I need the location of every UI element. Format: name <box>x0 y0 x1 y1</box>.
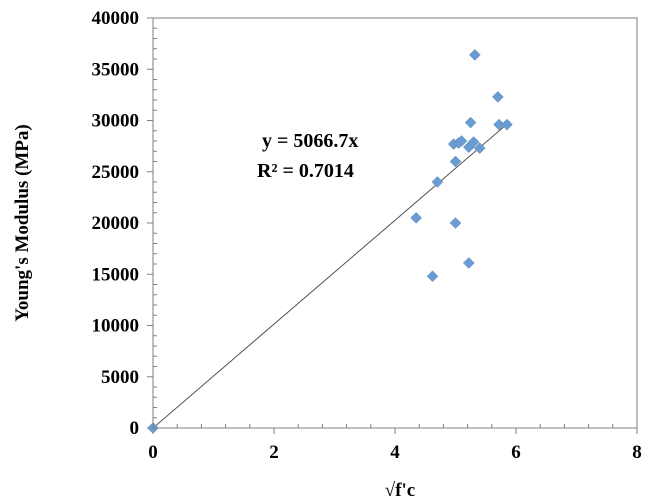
y-tick-label: 25000 <box>92 162 140 183</box>
x-tick-label: 8 <box>632 442 642 463</box>
data-point <box>501 118 513 131</box>
plot-border <box>152 17 638 429</box>
data-point <box>473 142 486 155</box>
data-point <box>469 49 481 61</box>
data-point <box>462 257 475 269</box>
data-point <box>410 212 423 224</box>
data-point <box>493 118 505 131</box>
data-point <box>431 176 444 188</box>
x-tick-label: 6 <box>511 442 521 463</box>
y-tick-label: 40000 <box>92 8 140 29</box>
y-tick-label: 35000 <box>92 59 140 80</box>
trendline <box>152 121 511 429</box>
x-tick-label: 4 <box>390 442 400 463</box>
y-tick-label: 5000 <box>101 367 139 388</box>
x-tick-label: 2 <box>269 442 279 463</box>
x-tick-label: 0 <box>148 442 158 463</box>
trendline-r-squared: R² = 0.7014 <box>257 160 354 182</box>
data-point <box>464 116 477 129</box>
data-point <box>467 136 480 148</box>
x-axis-title: √f'c <box>385 480 415 501</box>
data-point <box>455 135 468 147</box>
trendline-equation: y = 5066.7x <box>262 130 358 152</box>
y-tick-label: 0 <box>130 418 140 439</box>
data-point <box>449 155 462 168</box>
data-point <box>426 270 439 283</box>
y-tick-label: 30000 <box>92 111 140 132</box>
y-axis-title: Young's Modulus (MPa) <box>12 124 33 321</box>
y-tick-label: 15000 <box>92 264 140 285</box>
y-tick-label: 10000 <box>92 316 140 337</box>
y-tick-label: 20000 <box>92 213 140 234</box>
data-point <box>449 217 462 229</box>
data-point <box>491 91 504 103</box>
